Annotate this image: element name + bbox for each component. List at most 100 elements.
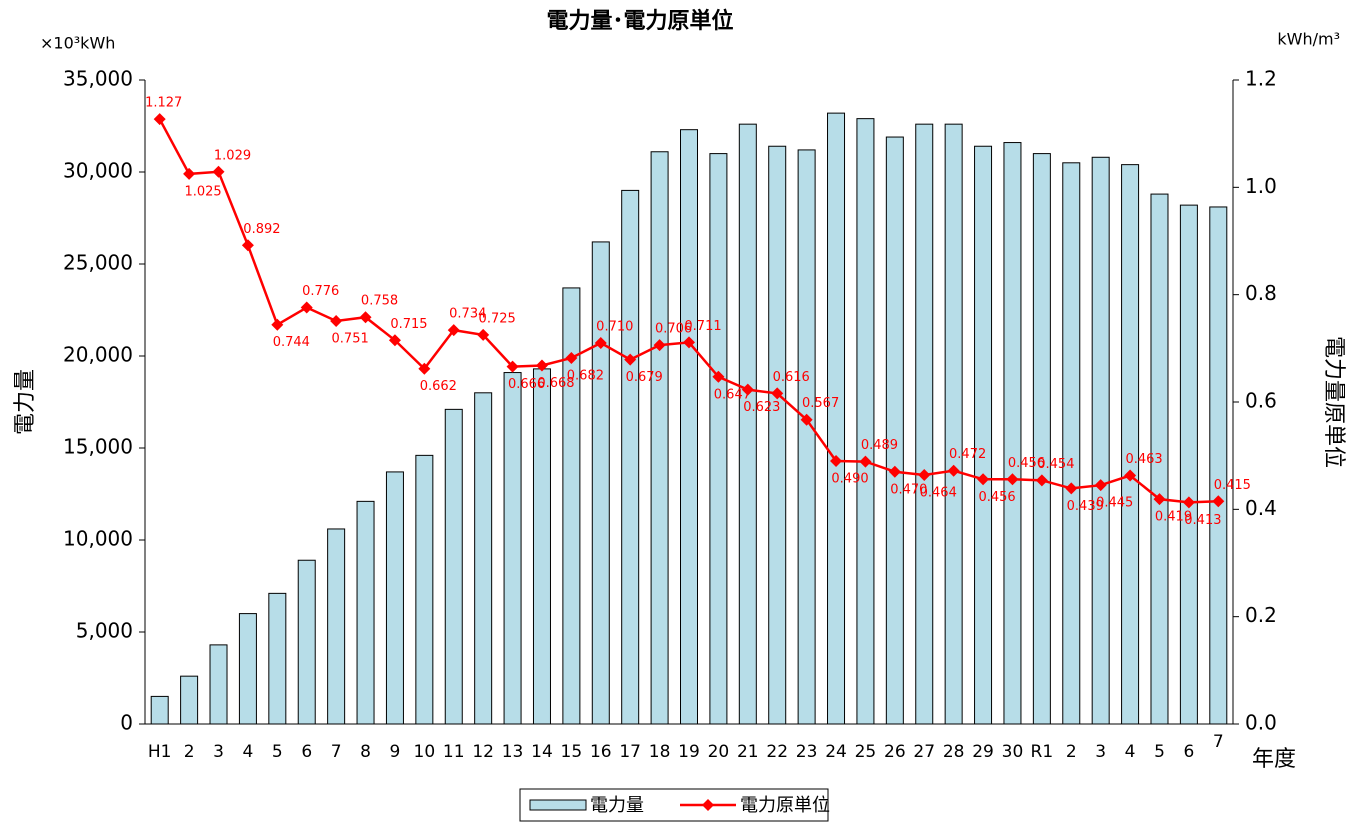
bar bbox=[856, 118, 875, 725]
marker bbox=[977, 473, 990, 486]
value-label: 0.751 bbox=[332, 331, 369, 346]
x-tick-label: 11 bbox=[443, 742, 465, 762]
value-label: 0.734 bbox=[449, 307, 486, 322]
legend-swatch bbox=[529, 799, 587, 811]
x-tick-label: 29 bbox=[972, 742, 994, 762]
value-label: 1.029 bbox=[214, 148, 251, 163]
y-tick-label: 0 bbox=[120, 711, 133, 735]
bar bbox=[327, 528, 346, 725]
value-label: 0.464 bbox=[920, 485, 957, 500]
value-label: 0.725 bbox=[479, 311, 516, 326]
y-tick-label: 30,000 bbox=[63, 159, 133, 183]
bar bbox=[827, 112, 846, 725]
bar bbox=[768, 145, 787, 725]
y2-tick-label: 0.4 bbox=[1245, 496, 1277, 520]
y-tick-label: 5,000 bbox=[76, 619, 133, 643]
bar bbox=[532, 368, 551, 725]
marker bbox=[624, 353, 637, 366]
x-tick-label: 6 bbox=[301, 742, 312, 762]
x-tick-label: 22 bbox=[766, 742, 788, 762]
bar bbox=[150, 695, 169, 725]
bar bbox=[1179, 204, 1198, 725]
bar bbox=[1150, 193, 1169, 725]
x-tick-label: 2 bbox=[1066, 742, 1077, 762]
value-label: 0.715 bbox=[390, 317, 427, 332]
marker bbox=[947, 464, 960, 477]
bar bbox=[621, 189, 640, 725]
value-label: 0.489 bbox=[861, 438, 898, 453]
value-label: 0.776 bbox=[302, 284, 339, 299]
marker bbox=[1065, 482, 1078, 495]
y-axis-title: 電力量 bbox=[13, 369, 38, 435]
value-label: 0.439 bbox=[1067, 499, 1104, 514]
x-tick-label: 23 bbox=[796, 742, 818, 762]
marker bbox=[388, 334, 401, 347]
value-label: 0.758 bbox=[361, 294, 398, 309]
y2-tick-label: 0.0 bbox=[1245, 711, 1277, 735]
value-label: 0.892 bbox=[243, 222, 280, 237]
marker bbox=[1094, 479, 1107, 492]
value-label: 0.470 bbox=[890, 482, 927, 497]
marker bbox=[859, 455, 872, 468]
value-label: 0.419 bbox=[1155, 510, 1192, 525]
value-label: 0.623 bbox=[743, 400, 780, 415]
value-label: 0.706 bbox=[655, 322, 692, 337]
marker bbox=[1006, 473, 1019, 486]
x-tick-label: 28 bbox=[943, 742, 965, 762]
bar bbox=[415, 454, 434, 725]
marker bbox=[888, 465, 901, 478]
value-label: 0.463 bbox=[1125, 452, 1162, 467]
x-tick-label: 6 bbox=[1183, 742, 1194, 762]
bar bbox=[268, 592, 287, 725]
x-tick-label: 17 bbox=[619, 742, 641, 762]
bar bbox=[1003, 142, 1022, 725]
value-label: 0.682 bbox=[567, 368, 604, 383]
chart-title: 電力量･電力原単位 bbox=[546, 8, 733, 34]
x-tick-label: R1 bbox=[1031, 742, 1054, 762]
bar bbox=[444, 408, 463, 725]
legend-label: 電力量 bbox=[590, 795, 644, 816]
y2-tick-label: 0.6 bbox=[1245, 389, 1277, 413]
y-tick-label: 20,000 bbox=[63, 343, 133, 367]
x-tick-label: 27 bbox=[913, 742, 935, 762]
bar bbox=[1062, 162, 1081, 725]
marker bbox=[1153, 493, 1166, 506]
value-label: 0.711 bbox=[684, 319, 721, 334]
value-label: 0.662 bbox=[420, 379, 457, 394]
bar bbox=[562, 287, 581, 725]
marker bbox=[535, 359, 548, 372]
marker bbox=[447, 324, 460, 337]
marker bbox=[1035, 474, 1048, 487]
marker bbox=[800, 413, 813, 426]
y2-tick-label: 1.0 bbox=[1245, 174, 1277, 198]
x-tick-label: 24 bbox=[825, 742, 847, 762]
marker bbox=[918, 468, 931, 481]
marker bbox=[683, 336, 695, 349]
x-tick-label: 8 bbox=[360, 742, 371, 762]
x-tick-label: 4 bbox=[243, 742, 254, 762]
value-label: 0.454 bbox=[1037, 457, 1074, 472]
y2-tick-label: 1.2 bbox=[1245, 67, 1277, 91]
bar bbox=[885, 136, 904, 725]
marker bbox=[771, 387, 784, 400]
y-unit: ×10³kWh bbox=[40, 34, 115, 53]
x-tick-label: 5 bbox=[1154, 742, 1165, 762]
bar bbox=[709, 153, 728, 725]
bar bbox=[944, 123, 963, 725]
y2-unit: kWh/m³ bbox=[1277, 30, 1340, 49]
x-tick-label: 3 bbox=[213, 742, 224, 762]
x-tick-label: 5 bbox=[272, 742, 283, 762]
bar bbox=[180, 675, 199, 725]
x-tick-label: 26 bbox=[884, 742, 906, 762]
value-label: 0.710 bbox=[596, 319, 633, 334]
value-label: 0.647 bbox=[714, 387, 751, 402]
marker bbox=[271, 318, 284, 331]
bar bbox=[1209, 206, 1228, 725]
x-tick-label: 7 bbox=[1213, 732, 1224, 752]
marker bbox=[418, 362, 431, 375]
x-tick-label: 15 bbox=[561, 742, 583, 762]
bar bbox=[474, 392, 493, 725]
legend-label: 電力原単位 bbox=[740, 795, 830, 816]
y2-tick-label: 0.2 bbox=[1245, 603, 1277, 627]
y-tick-label: 15,000 bbox=[63, 435, 133, 459]
